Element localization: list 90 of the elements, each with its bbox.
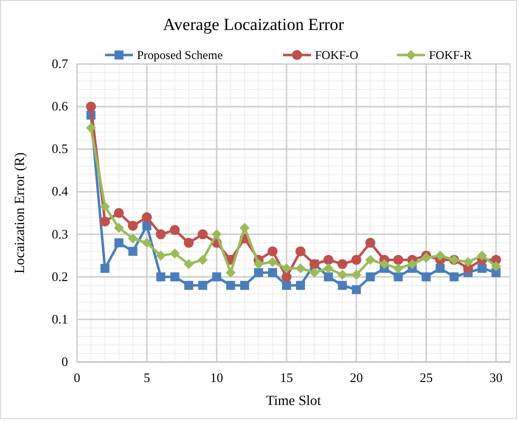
point — [226, 280, 236, 290]
point — [366, 272, 375, 282]
point — [365, 238, 376, 248]
legend-label: FOKF-O — [315, 48, 359, 62]
point — [254, 268, 264, 278]
y-tick-label: 0.5 — [52, 141, 68, 156]
point — [198, 254, 208, 265]
point — [309, 268, 320, 278]
point — [268, 256, 278, 267]
point — [128, 246, 138, 256]
point — [156, 250, 166, 261]
point — [100, 216, 110, 227]
point — [463, 256, 474, 267]
y-tick-label: 0.7 — [52, 56, 68, 71]
point — [351, 254, 362, 265]
point — [100, 264, 110, 273]
y-tick-label: 0.6 — [52, 98, 68, 114]
point — [268, 246, 278, 256]
point — [212, 229, 222, 240]
point — [128, 234, 138, 244]
y-tick-label: 0.1 — [52, 311, 68, 326]
point — [170, 248, 180, 258]
legend-label: FOKF-R — [429, 48, 472, 62]
point — [156, 229, 166, 240]
point — [282, 263, 292, 274]
x-tick-label: 5 — [144, 370, 150, 385]
point — [170, 225, 180, 236]
point — [198, 229, 208, 240]
x-tick-label: 30 — [490, 370, 503, 385]
point — [393, 263, 404, 274]
point — [295, 246, 306, 256]
point — [351, 270, 362, 280]
point — [422, 272, 431, 282]
point — [114, 222, 124, 233]
point — [212, 272, 222, 282]
point — [323, 263, 334, 274]
x-tick-label: 25 — [420, 370, 433, 385]
point — [435, 250, 446, 261]
point — [450, 272, 459, 282]
point — [295, 263, 306, 274]
point — [337, 259, 348, 270]
point — [86, 122, 96, 133]
point — [324, 272, 333, 282]
point — [407, 259, 418, 270]
point — [365, 254, 376, 265]
point — [323, 254, 334, 265]
y-tick-label: 0.3 — [52, 226, 68, 242]
point — [100, 202, 110, 212]
point — [282, 280, 292, 290]
point — [184, 238, 194, 248]
point — [394, 272, 403, 282]
point — [142, 212, 152, 222]
y-tick-label: 0.2 — [52, 268, 68, 284]
x-tick-label: 15 — [280, 370, 294, 385]
point — [114, 208, 124, 218]
point — [142, 221, 152, 230]
point — [379, 259, 390, 270]
point — [170, 272, 180, 282]
point — [114, 238, 124, 248]
point — [436, 264, 445, 273]
point — [198, 280, 208, 290]
x-tick-label: 10 — [210, 370, 224, 385]
point — [254, 259, 264, 270]
x-axis-title: Time Slot — [266, 394, 322, 409]
chart-title: Average Locaization Error — [163, 15, 344, 34]
point — [142, 238, 152, 248]
x-tick-label: 0 — [74, 370, 80, 385]
y-tick-label: 0 — [62, 354, 68, 369]
point — [226, 268, 236, 278]
point — [184, 259, 194, 270]
point — [352, 285, 361, 294]
y-axis-title: Locaization Error (R) — [13, 152, 28, 274]
point — [282, 272, 292, 282]
point — [338, 280, 347, 290]
point — [128, 220, 138, 231]
point — [393, 254, 404, 265]
y-tick-label: 0.4 — [52, 184, 68, 199]
point — [268, 268, 278, 278]
point — [296, 280, 305, 290]
point — [240, 222, 250, 233]
point — [156, 272, 166, 282]
point — [478, 264, 487, 273]
point — [184, 280, 194, 290]
point — [240, 280, 250, 290]
legend-label: Proposed Scheme — [137, 48, 223, 62]
x-tick-label: 20 — [350, 370, 363, 385]
point — [337, 270, 348, 280]
point — [491, 261, 502, 272]
point — [86, 102, 96, 112]
point — [477, 250, 488, 261]
